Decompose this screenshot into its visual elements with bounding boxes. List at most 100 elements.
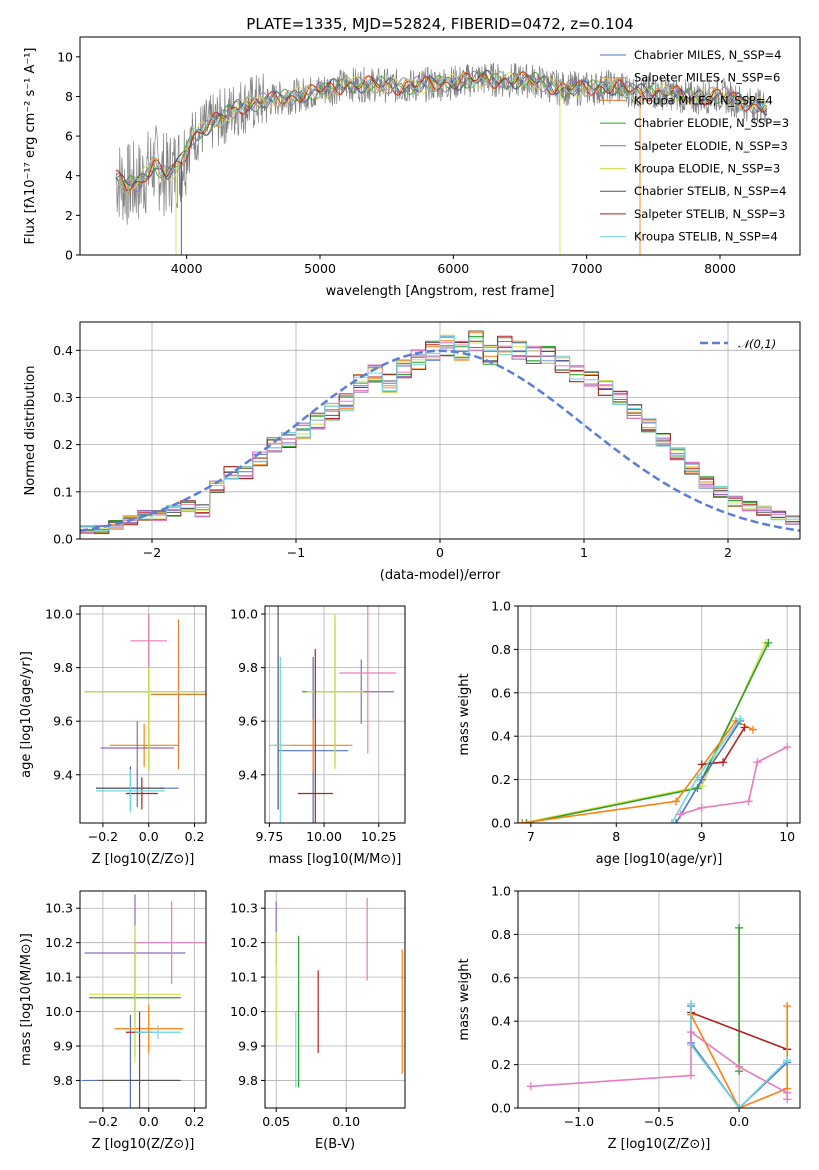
x-tick-label: −0.2 xyxy=(88,829,118,844)
x-tick-label: −0.2 xyxy=(88,1114,118,1129)
plot-area xyxy=(82,894,206,1108)
y-tick-label: 10.0 xyxy=(230,607,258,622)
x-axis-label: age [log10(age/yr)] xyxy=(596,852,723,867)
x-axis-label: Z [log10(Z/Z⊙)] xyxy=(92,852,195,867)
mass-weight-line xyxy=(690,1006,789,1108)
y-tick-label: 0.0 xyxy=(53,532,73,547)
marker xyxy=(719,758,728,767)
panel-spectrum: Chabrier MILES, N_SSP=4 Salpeter MILES, N… xyxy=(23,36,801,299)
y-tick-label: 0.4 xyxy=(491,729,511,744)
axes-frame xyxy=(517,605,801,824)
y-tick-label: 9.8 xyxy=(238,1073,258,1088)
marker xyxy=(522,819,531,823)
marker xyxy=(693,773,702,782)
panel-mass-weight-vs-Z: −1.0 −0.5 0.0 0.0 0.2 0.4 0.6 0.8 1.0 Z [log10(Z/… xyxy=(457,884,801,1152)
panel-mass-weight-vs-age: 7 8 9 10 0.0 0.2 0.4 0.6 0.8 1.0 age [log10(age/yr… xyxy=(457,599,801,867)
axes-frame xyxy=(79,890,207,1109)
x-tick-label: 8000 xyxy=(704,261,736,276)
y-axis-label: mass weight xyxy=(457,958,472,1040)
y-tick-label: 0.6 xyxy=(491,685,511,700)
x-tick-label: 0.0 xyxy=(729,1114,749,1129)
y-tick-label: 10.0 xyxy=(45,1004,73,1019)
y-tick-label: 6 xyxy=(65,129,73,144)
x-axis-label: (data-model)/error xyxy=(380,568,501,583)
y-tick-label: 1.0 xyxy=(491,599,511,614)
y-tick-label: 8 xyxy=(65,89,73,104)
y-tick-label: 0.8 xyxy=(491,642,511,657)
marker xyxy=(783,1095,792,1104)
legend-label: Salpeter MILES, N_SSP=6 xyxy=(634,71,780,85)
y-axis-label: mass [log10(M/M⊙)] xyxy=(19,933,34,1066)
y-tick-label: 9.6 xyxy=(53,714,73,729)
panel-age-vs-mass: 9.75 10.00 10.25 9.4 9.6 9.8 10.0 mass [log10(M… xyxy=(230,605,406,867)
plot-area xyxy=(275,897,403,1088)
plot-area xyxy=(115,62,768,255)
x-tick-label: 0.05 xyxy=(262,1114,290,1129)
marker xyxy=(687,999,696,1008)
x-tick-label: 9.75 xyxy=(255,829,283,844)
y-tick-label: 10 xyxy=(57,49,73,64)
y-tick-label: 9.9 xyxy=(53,1039,73,1054)
y-tick-label: 9.4 xyxy=(238,767,258,782)
y-tick-label: 2 xyxy=(65,208,73,223)
model-spectrum-line xyxy=(115,69,767,186)
marker xyxy=(672,819,681,823)
marker xyxy=(697,775,706,784)
y-tick-label: 0 xyxy=(65,248,73,263)
y-tick-label: 0.1 xyxy=(53,484,73,499)
x-tick-label: 10 xyxy=(779,829,795,844)
y-tick-label: 9.8 xyxy=(53,660,73,675)
legend-label: Kroupa ELODIE, N_SSP=3 xyxy=(634,162,780,176)
x-tick-label: 0.10 xyxy=(332,1114,360,1129)
x-axis-label: mass [log10(M/M⊙)] xyxy=(269,852,402,867)
y-tick-label: 0.2 xyxy=(53,437,73,452)
marker xyxy=(672,797,681,806)
model-spectrum-line xyxy=(116,71,768,192)
legend-label: Kroupa MILES, N_SSP=4 xyxy=(634,93,773,107)
gaussian-curve xyxy=(80,349,800,532)
x-tick-label: 0.2 xyxy=(185,829,205,844)
panel-residuals: 𝒩(0,1) −2 −1 0 1 2 0.0 0.1 0.2 0.3 0.4 (data-model)… xyxy=(23,321,801,583)
y-tick-label: 9.8 xyxy=(53,1073,73,1088)
x-tick-label: 0 xyxy=(436,545,444,560)
axes-frame xyxy=(264,605,406,824)
marker xyxy=(783,743,792,752)
x-tick-label: 4000 xyxy=(171,261,203,276)
legend-label: Chabrier STELIB, N_SSP=4 xyxy=(634,184,786,198)
y-tick-label: 0.6 xyxy=(491,970,511,985)
plot-area xyxy=(80,330,800,535)
x-axis-label: Z [log10(Z/Z⊙)] xyxy=(608,1137,711,1152)
y-tick-label: 0.8 xyxy=(491,927,511,942)
marker xyxy=(736,714,745,723)
plot-area xyxy=(518,638,792,823)
y-tick-label: 0.4 xyxy=(491,1014,511,1029)
marker xyxy=(667,819,676,823)
x-axis-label: wavelength [Angstrom, rest frame] xyxy=(326,284,555,299)
y-axis-label: age [log10(age/yr)] xyxy=(19,651,34,778)
marker xyxy=(518,819,527,823)
x-tick-label: −2 xyxy=(143,545,161,560)
x-tick-label: 0.0 xyxy=(139,1114,159,1129)
marker xyxy=(687,1028,696,1037)
y-tick-label: 0.0 xyxy=(491,1101,511,1116)
y-tick-label: 9.6 xyxy=(238,714,258,729)
y-tick-label: 0.2 xyxy=(491,772,511,787)
y-tick-label: 4 xyxy=(65,168,73,183)
legend-label: Salpeter ELODIE, N_SSP=3 xyxy=(634,139,788,153)
y-tick-label: 10.3 xyxy=(230,901,258,916)
legend-label: Chabrier MILES, N_SSP=4 xyxy=(634,48,781,62)
x-tick-label: 9 xyxy=(698,829,706,844)
plot-area xyxy=(269,606,397,823)
x-tick-label: 8 xyxy=(612,829,620,844)
x-tick-label: 5000 xyxy=(304,261,336,276)
marker xyxy=(753,758,762,767)
x-tick-label: 2 xyxy=(724,545,732,560)
mass-weight-line xyxy=(690,1003,788,1108)
model-spectrum-line xyxy=(115,71,768,194)
marker xyxy=(687,1071,696,1080)
y-tick-label: 1.0 xyxy=(491,884,511,899)
x-tick-label: 7000 xyxy=(571,261,603,276)
marker xyxy=(697,760,706,769)
mass-weight-line xyxy=(690,1011,788,1051)
axes-frame xyxy=(79,605,207,824)
